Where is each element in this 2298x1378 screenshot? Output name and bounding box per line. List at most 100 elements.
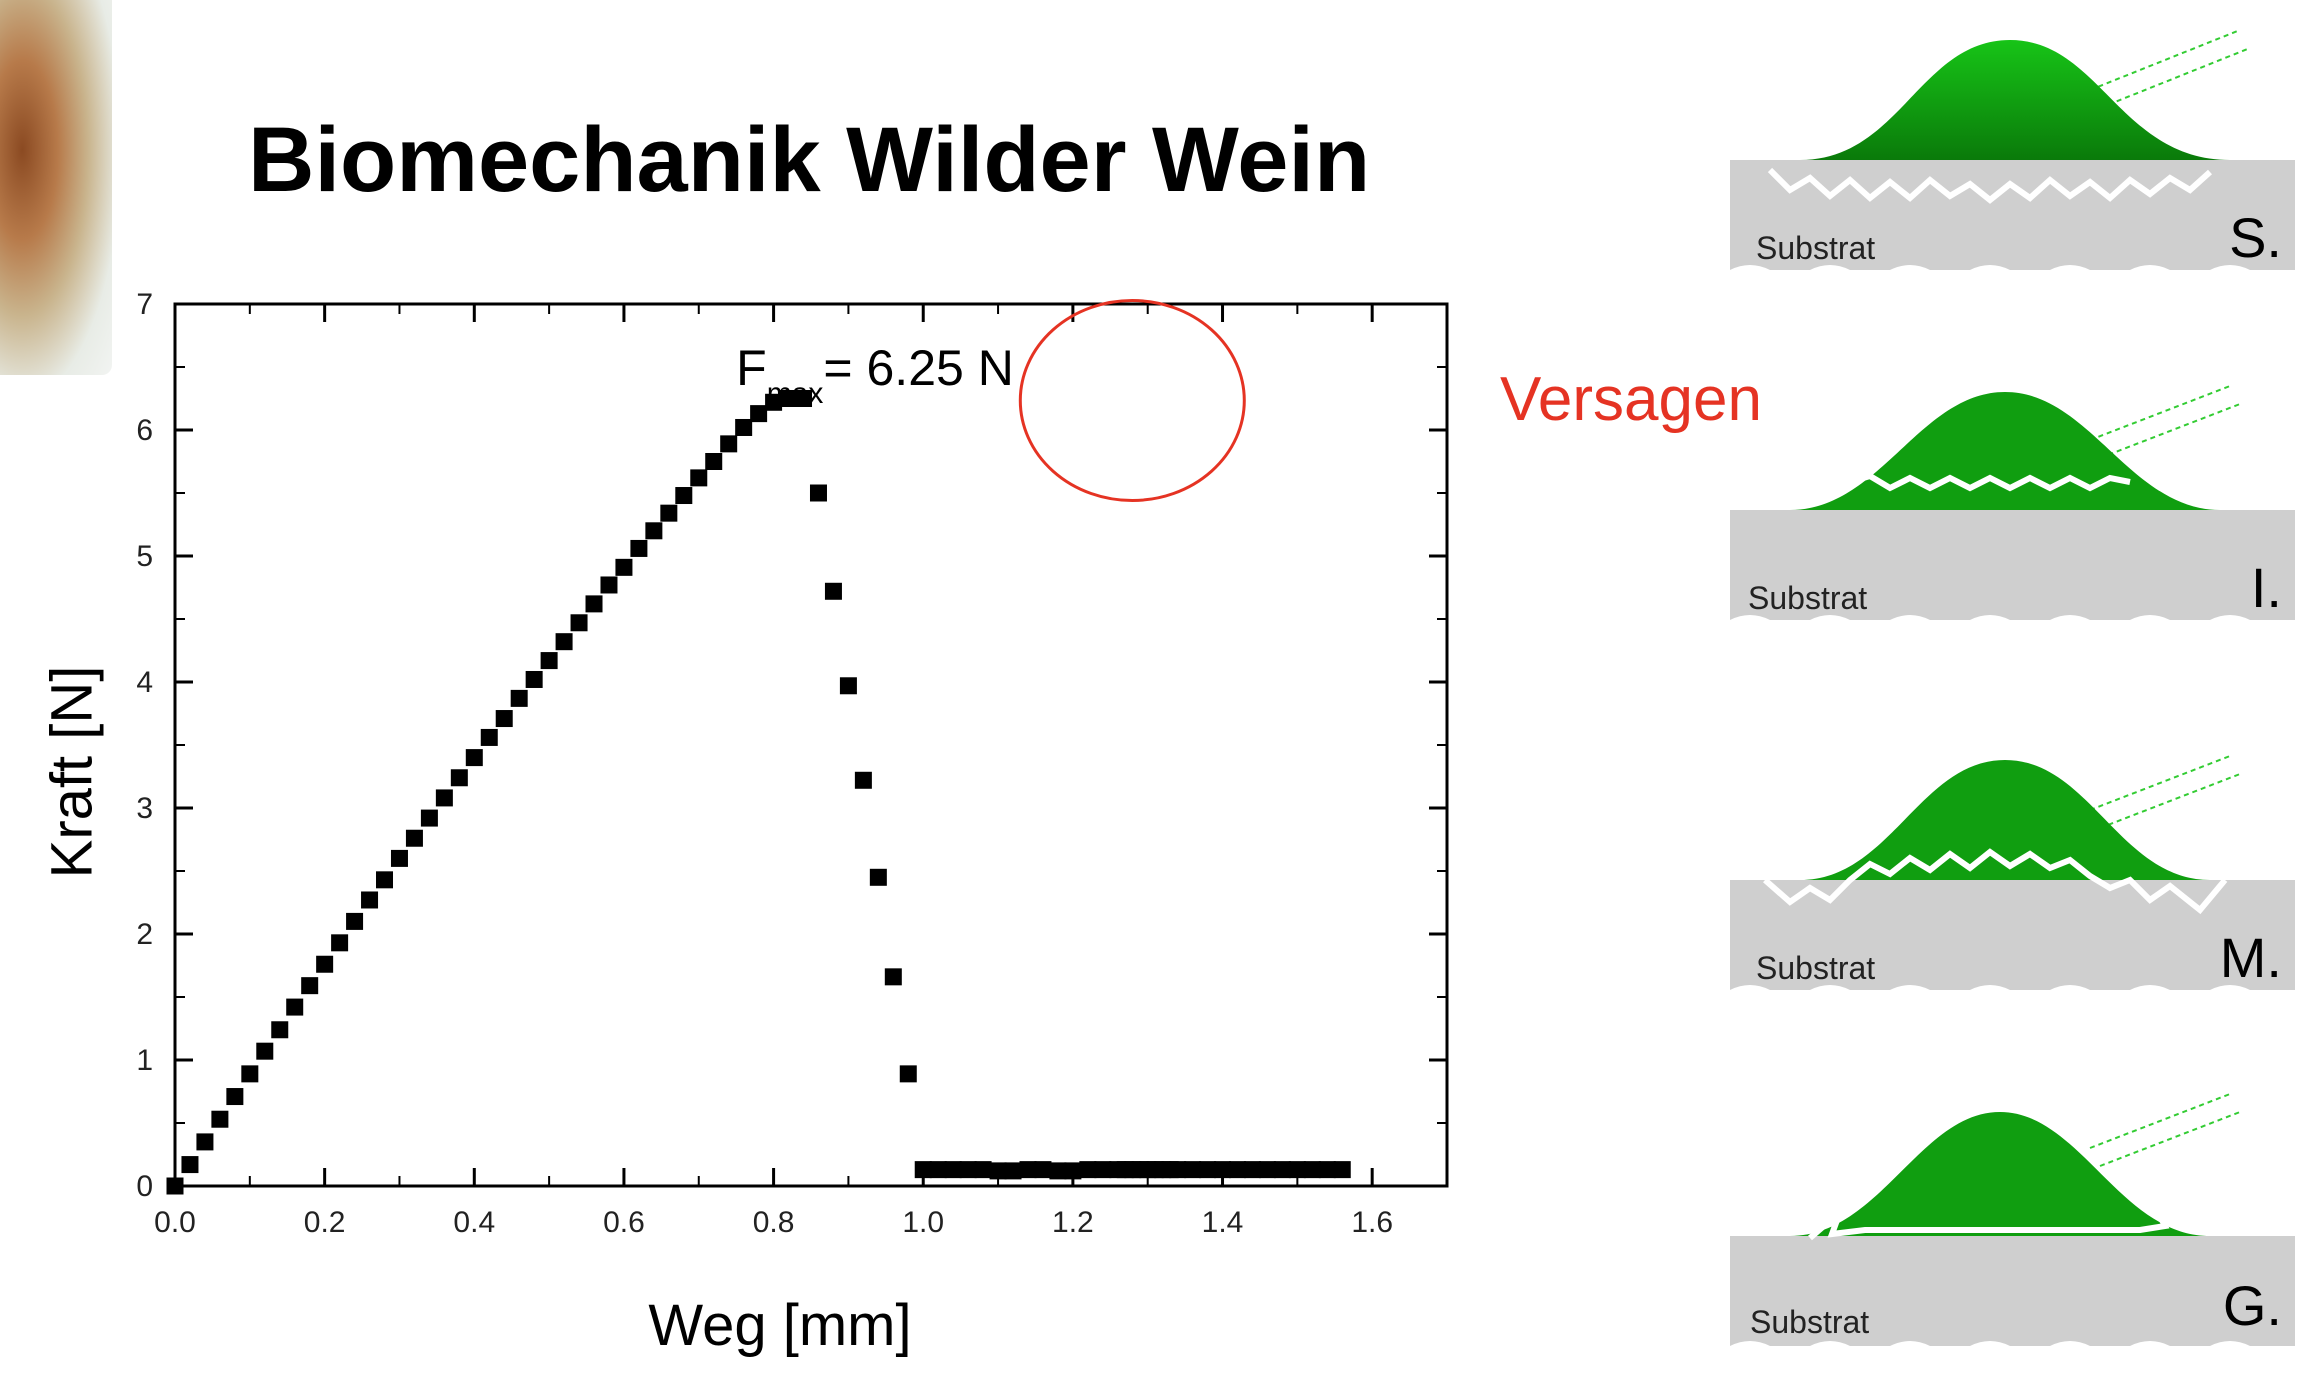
data-point bbox=[376, 871, 394, 889]
data-point bbox=[675, 487, 693, 505]
y-tick-label: 4 bbox=[136, 666, 153, 699]
data-point bbox=[1094, 1161, 1112, 1179]
data-point bbox=[1004, 1162, 1022, 1180]
data-point bbox=[989, 1162, 1007, 1180]
data-point bbox=[824, 582, 842, 600]
data-point bbox=[660, 504, 678, 522]
data-point bbox=[525, 670, 543, 688]
y-axis-label: Kraft [N] bbox=[39, 665, 105, 879]
data-point bbox=[750, 405, 768, 423]
failure-mode-letter: M. bbox=[2219, 926, 2282, 989]
data-point bbox=[465, 749, 483, 767]
data-point bbox=[809, 484, 827, 502]
data-point bbox=[1258, 1161, 1276, 1179]
substrate-label: Substrat bbox=[1756, 230, 1876, 266]
data-point bbox=[450, 769, 468, 787]
data-point bbox=[390, 849, 408, 867]
data-point bbox=[1049, 1162, 1067, 1180]
data-point bbox=[929, 1161, 947, 1179]
data-point bbox=[690, 469, 708, 487]
substrate-label: Substrat bbox=[1750, 1304, 1870, 1340]
data-point bbox=[405, 829, 423, 847]
data-point bbox=[884, 968, 902, 986]
data-point bbox=[959, 1161, 977, 1179]
y-tick-label: 6 bbox=[136, 414, 153, 447]
data-point bbox=[361, 891, 379, 909]
x-tick-label: 0.8 bbox=[753, 1206, 795, 1239]
data-point bbox=[1333, 1161, 1351, 1179]
data-point bbox=[645, 522, 663, 540]
x-tick-label: 0.4 bbox=[453, 1206, 495, 1239]
data-point bbox=[854, 771, 872, 789]
data-point bbox=[510, 689, 528, 707]
data-point bbox=[735, 418, 753, 436]
data-point bbox=[480, 728, 498, 746]
data-point bbox=[316, 955, 334, 973]
data-point bbox=[256, 1042, 274, 1060]
data-point bbox=[555, 633, 573, 651]
data-point bbox=[1288, 1161, 1306, 1179]
data-point bbox=[795, 390, 813, 407]
x-axis-label: Weg [mm] bbox=[648, 1293, 912, 1358]
data-point bbox=[1228, 1161, 1246, 1179]
y-tick-label: 0 bbox=[136, 1170, 153, 1203]
data-point bbox=[495, 710, 513, 728]
x-tick-label: 1.6 bbox=[1351, 1206, 1393, 1239]
fmax-annotation: Fmax= 6.25 N bbox=[736, 340, 1014, 410]
data-point bbox=[869, 868, 887, 886]
peak-highlight-circle bbox=[1018, 299, 1246, 502]
data-point bbox=[944, 1161, 962, 1179]
data-point bbox=[301, 977, 319, 995]
data-point bbox=[1169, 1161, 1187, 1179]
plot-frame bbox=[173, 302, 1449, 1188]
data-point bbox=[1034, 1161, 1052, 1179]
x-tick-label: 1.2 bbox=[1052, 1206, 1094, 1239]
y-tick-label: 3 bbox=[136, 792, 153, 825]
data-point bbox=[1064, 1162, 1082, 1180]
substrate-label: Substrat bbox=[1748, 580, 1868, 616]
y-tick-label: 7 bbox=[136, 288, 153, 321]
data-point bbox=[974, 1161, 992, 1179]
data-point bbox=[331, 934, 349, 952]
data-point bbox=[1214, 1161, 1232, 1179]
failure-mode-panel-interface: Substrat I. bbox=[1720, 370, 2298, 670]
y-tick-label: 5 bbox=[136, 540, 153, 573]
data-point bbox=[765, 393, 783, 411]
data-point bbox=[705, 453, 723, 470]
data-point bbox=[839, 677, 857, 695]
data-point bbox=[720, 435, 738, 453]
data-point bbox=[1019, 1161, 1037, 1179]
data-point bbox=[286, 998, 304, 1016]
x-tick-label: 0.0 bbox=[154, 1206, 196, 1239]
data-point bbox=[914, 1161, 932, 1179]
substrate-label: Substrat bbox=[1756, 950, 1876, 986]
x-tick-label: 1.0 bbox=[902, 1206, 944, 1239]
x-tick-label: 1.4 bbox=[1202, 1206, 1244, 1239]
page-title: Biomechanik Wilder Wein bbox=[248, 109, 1371, 211]
data-point bbox=[1184, 1161, 1202, 1179]
data-point bbox=[226, 1088, 244, 1106]
x-tick-label: 0.2 bbox=[304, 1206, 346, 1239]
data-point bbox=[271, 1021, 289, 1039]
data-point bbox=[1318, 1161, 1336, 1179]
data-point bbox=[1243, 1161, 1261, 1179]
failure-mode-panel-mixed: Substrat M. bbox=[1720, 740, 2298, 1040]
data-point bbox=[211, 1110, 229, 1128]
data-point bbox=[1273, 1161, 1291, 1179]
failure-mode-letter: S. bbox=[2229, 206, 2282, 269]
failure-label: Versagen bbox=[1500, 365, 1762, 434]
x-tick-label: 0.6 bbox=[603, 1206, 645, 1239]
data-point bbox=[899, 1065, 917, 1083]
data-point bbox=[241, 1065, 259, 1083]
data-point bbox=[1303, 1161, 1321, 1179]
data-point bbox=[435, 789, 453, 807]
data-point bbox=[615, 558, 633, 576]
plant-photo bbox=[0, 0, 112, 375]
data-point bbox=[585, 595, 603, 613]
failure-mode-letter: G. bbox=[2222, 1274, 2282, 1337]
data-point bbox=[780, 390, 798, 407]
data-point bbox=[166, 1177, 184, 1195]
failure-mode-letter: I. bbox=[2250, 556, 2282, 619]
data-point bbox=[420, 809, 438, 827]
data-point bbox=[570, 614, 588, 632]
